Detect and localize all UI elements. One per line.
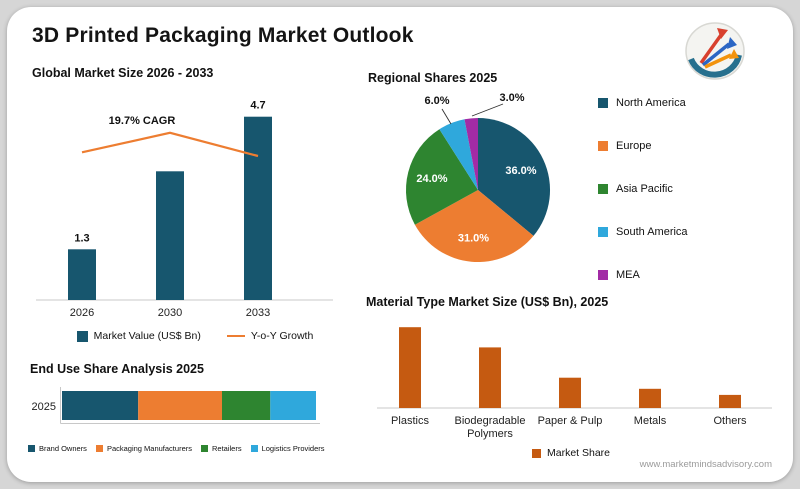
pie-leader-line — [471, 103, 504, 117]
legend-item-brand-owners: Brand Owners — [28, 444, 87, 453]
bar-others — [719, 394, 741, 408]
pie-slice-south-america — [439, 119, 478, 190]
logo-arrowhead-red — [717, 28, 728, 39]
pie-slice-europe — [414, 190, 534, 263]
segment-packaging-manufacturers — [138, 391, 222, 420]
regional-shares-legend: North America Europe Asia Pacific South Ame… — [598, 97, 688, 312]
bar-metals — [639, 388, 661, 408]
legend-item-packaging-manufacturers: Packaging Manufacturers — [95, 444, 192, 453]
pie-slice-mea — [464, 118, 478, 190]
x-axis-label: 2026 — [70, 307, 94, 319]
regional-shares-chart-title: Regional Shares 2025 — [368, 71, 498, 85]
logo-arrow-red — [699, 33, 723, 65]
legend-label: MEA — [616, 269, 640, 281]
bar-paper-pulp — [559, 377, 581, 408]
pie-leader-line — [441, 108, 452, 125]
bar-2033 — [244, 116, 272, 300]
square-swatch — [531, 448, 541, 458]
legend-item-asia-pacific: Asia Pacific — [598, 183, 688, 195]
legend-label: South America — [616, 226, 688, 238]
logo-arrowhead-blue — [727, 37, 737, 49]
x-axis-label: Paper & Pulp — [538, 415, 603, 427]
legend-label: Market Share — [546, 447, 611, 459]
pie-pct-label: 6.0% — [424, 95, 449, 107]
legend-item: Market Share — [531, 447, 611, 459]
legend-label: Logistics Providers — [261, 444, 325, 453]
square-swatch — [598, 141, 608, 151]
legend-label: Retailers — [211, 444, 242, 453]
x-axis-label: Others — [713, 415, 747, 427]
logo-arrow-orange — [704, 53, 732, 69]
segment-retailers — [222, 391, 271, 420]
x-axis-label: 2030 — [158, 307, 182, 319]
logo-arrowhead-orange — [729, 49, 739, 59]
legend-item-mea: MEA — [598, 269, 688, 281]
legend-item: Market Value (US$ Bn) — [76, 330, 201, 342]
square-swatch — [200, 445, 208, 452]
market-size-legend: Market Value (US$ Bn) Y-o-Y Growth — [45, 330, 345, 342]
cagr-annotation: 19.7% CAGR — [109, 115, 176, 127]
legend-label: Asia Pacific — [616, 183, 673, 195]
x-axis-label: Polymers — [467, 428, 513, 440]
legend-item: Y-o-Y Growth — [226, 330, 314, 342]
square-swatch — [250, 445, 258, 452]
end-use-chart-title: End Use Share Analysis 2025 — [30, 362, 204, 376]
square-swatch — [598, 227, 608, 237]
pie-pct-label: 36.0% — [505, 165, 536, 177]
bar-biodegradable-polymers — [479, 347, 501, 408]
end-use-chart: 2025 — [32, 387, 320, 424]
square-swatch — [598, 98, 608, 108]
bar-value-label: 1.3 — [74, 232, 89, 244]
x-axis-label: Plastics — [391, 415, 429, 427]
pie-slice-asia-pacific — [405, 129, 478, 225]
square-swatch — [76, 330, 88, 342]
pie-pct-label: 24.0% — [416, 173, 447, 185]
pie-pct-label: 3.0% — [499, 92, 524, 104]
bar-2030 — [156, 171, 184, 300]
segment-logistics-providers — [270, 391, 316, 420]
square-swatch — [95, 445, 103, 452]
market-size-chart: 1.3 2026 2030 4.7 2033 19.7% CAGR — [36, 100, 333, 319]
legend-item-logistics-providers: Logistics Providers — [250, 444, 325, 453]
legend-item-retailers: Retailers — [200, 444, 242, 453]
legend-item-north-america: North America — [598, 97, 688, 109]
legend-item-europe: Europe — [598, 140, 688, 152]
logo-swoosh — [688, 54, 742, 78]
legend-label: North America — [616, 97, 686, 109]
square-swatch — [28, 445, 35, 452]
market-size-chart-title: Global Market Size 2026 - 2033 — [32, 66, 214, 80]
growth-line — [81, 131, 259, 158]
material-type-chart-title: Material Type Market Size (US$ Bn), 2025 — [366, 295, 609, 309]
row-label: 2025 — [32, 401, 56, 413]
line-swatch — [226, 334, 245, 338]
legend-label: Brand Owners — [39, 444, 87, 453]
end-use-legend: Brand Owners Packaging Manufacturers Retai… — [28, 444, 360, 453]
segment-brand-owners — [62, 391, 139, 420]
material-type-legend: Market Share — [365, 447, 777, 459]
legend-label: Packaging Manufacturers — [106, 444, 192, 453]
regional-shares-pie-chart: 36.0% 31.0% 24.0% 6.0% 3.0% — [405, 92, 551, 263]
logo-circle — [685, 22, 745, 80]
logo-arrow-blue — [701, 42, 731, 67]
x-axis-label: 2033 — [246, 307, 270, 319]
pie-slice-north-america — [478, 117, 551, 236]
website-url: www.marketmindsadvisory.com — [639, 459, 772, 470]
square-swatch — [598, 270, 608, 280]
legend-label: Y-o-Y Growth — [250, 330, 314, 342]
bar-plastics — [399, 327, 421, 408]
bar-value-label: 4.7 — [250, 100, 265, 112]
x-axis-label: Biodegradable — [455, 415, 526, 427]
pie-pct-label: 31.0% — [458, 232, 489, 244]
growth-arrows-logo-icon — [685, 22, 745, 80]
legend-item-south-america: South America — [598, 226, 688, 238]
legend-label: Europe — [616, 140, 652, 152]
page-title: 3D Printed Packaging Market Outlook — [32, 24, 414, 47]
bar-2026 — [68, 249, 96, 300]
x-axis-label: Metals — [634, 415, 667, 427]
square-swatch — [598, 184, 608, 194]
legend-label: Market Value (US$ Bn) — [93, 330, 201, 342]
